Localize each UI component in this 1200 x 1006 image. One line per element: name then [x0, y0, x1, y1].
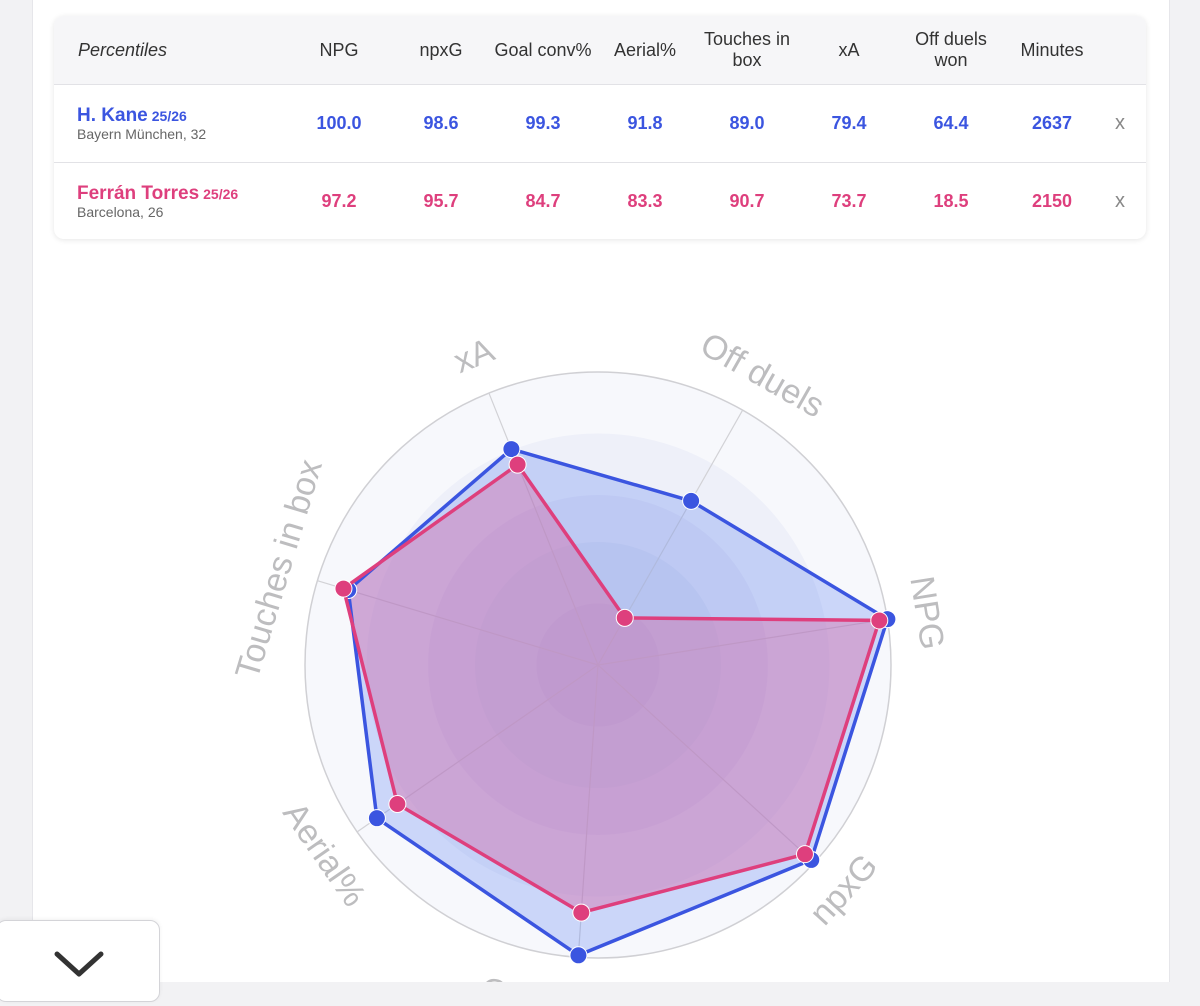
- table-row: H. Kane 25/26 Bayern München, 32 100.0 98…: [54, 85, 1146, 163]
- cell-touches-in-box: 89.0: [729, 113, 765, 133]
- header-aerial[interactable]: Aerial%: [613, 39, 677, 60]
- cell-off-duels-won: 18.5: [933, 191, 969, 211]
- radar-point-npg[interactable]: [870, 611, 889, 630]
- radar-point-conversions[interactable]: [572, 903, 591, 922]
- header-npg[interactable]: NPG: [319, 39, 359, 60]
- cell-off-duels-won: 64.4: [933, 113, 969, 133]
- cell-xa: 73.7: [831, 191, 867, 211]
- cell-touches-in-box: 90.7: [729, 191, 765, 211]
- table-header: Percentiles NPG npxG Goal conv% Aerial% …: [54, 16, 1146, 85]
- radar-axis-label: NPG: [902, 574, 951, 653]
- percentiles-table: Percentiles NPG npxG Goal conv% Aerial% …: [54, 16, 1146, 239]
- player-name[interactable]: H. Kane 25/26: [77, 105, 187, 127]
- cell-minutes: 2637: [1031, 113, 1073, 133]
- radar-axis-label: Conversions: [480, 972, 671, 982]
- radar-series-line: [346, 447, 890, 958]
- header-npxg[interactable]: npxG: [419, 39, 463, 60]
- header-goal-conv[interactable]: Goal conv%: [494, 39, 592, 60]
- radar-outer-ring: [304, 371, 892, 959]
- cell-goal-conv: 99.3: [525, 113, 561, 133]
- cell-npxg: 95.7: [423, 191, 459, 211]
- radar-axis-label: xA: [449, 331, 500, 381]
- header-minutes[interactable]: Minutes: [1020, 39, 1084, 60]
- radar-series-line: [341, 462, 882, 915]
- cell-npg: 100.0: [316, 113, 362, 133]
- player-name[interactable]: Ferrán Torres 25/26: [77, 183, 238, 205]
- header-off-duels-won[interactable]: Off duels won: [915, 29, 987, 70]
- chevron-down-icon: [54, 951, 104, 977]
- cell-aerial: 83.3: [627, 191, 663, 211]
- collapse-button[interactable]: [0, 920, 160, 1002]
- player-season: 25/26: [203, 186, 239, 202]
- remove-player-button[interactable]: x: [1115, 190, 1125, 212]
- radar-series-area: [343, 464, 880, 913]
- radar-point-xa[interactable]: [502, 440, 521, 459]
- radar-point-aerial-[interactable]: [388, 794, 407, 813]
- header-xa[interactable]: xA: [838, 39, 860, 60]
- radar-spoke: [317, 580, 599, 666]
- cell-aerial: 91.8: [627, 113, 663, 133]
- table-row: Ferrán Torres 25/26 Barcelona, 26 97.2 95…: [54, 163, 1146, 239]
- radar-point-aerial-[interactable]: [367, 809, 386, 828]
- header-touches-in-box[interactable]: Touches in box: [703, 29, 791, 70]
- radar-point-npxg[interactable]: [795, 845, 814, 864]
- cell-minutes: 2150: [1031, 191, 1073, 211]
- header-percentiles: Percentiles: [78, 39, 168, 60]
- radar-spoke: [488, 392, 599, 666]
- player-team-age: Barcelona, 26: [77, 204, 164, 220]
- player-name-text: Ferrán Torres: [77, 183, 200, 204]
- player-name-text: H. Kane: [77, 105, 148, 126]
- radar-point-off-duels[interactable]: [615, 608, 634, 627]
- player-season: 25/26: [151, 108, 187, 124]
- radar-chart: NPGnpxGConversionsAerial%Touches in boxx…: [228, 325, 951, 982]
- radar-point-conversions[interactable]: [569, 946, 588, 965]
- cell-npxg: 98.6: [423, 113, 459, 133]
- cell-xa: 79.4: [831, 113, 867, 133]
- cell-goal-conv: 84.7: [525, 191, 561, 211]
- remove-player-button[interactable]: x: [1115, 112, 1125, 134]
- radar-point-xa[interactable]: [508, 455, 527, 474]
- player-team-age: Bayern München, 32: [77, 126, 207, 142]
- radar-spoke: [597, 664, 815, 864]
- cell-npg: 97.2: [321, 191, 357, 211]
- radar-point-touches-in-box[interactable]: [334, 579, 353, 598]
- radar-point-off-duels[interactable]: [682, 491, 701, 510]
- radar-spoke: [597, 618, 888, 666]
- radar-series-area: [348, 449, 888, 956]
